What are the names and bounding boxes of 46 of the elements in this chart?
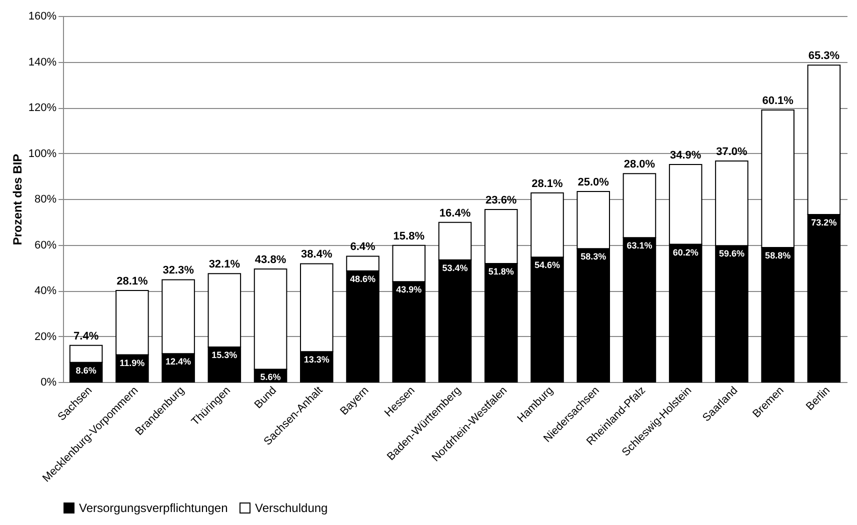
- data-label: 58.8%: [765, 250, 791, 260]
- data-label: 58.3%: [580, 252, 606, 262]
- data-label: 60.2%: [672, 247, 698, 258]
- data-label: 38.4%: [301, 248, 332, 261]
- data-label: 15.8%: [393, 230, 425, 242]
- y-tick-label: 0%: [40, 376, 57, 388]
- data-label: 8.6%: [76, 365, 96, 376]
- data-label: 32.3%: [162, 264, 194, 277]
- data-label: 15.3%: [212, 350, 238, 360]
- data-label: 7.4%: [74, 330, 99, 342]
- legend-label: Verschuldung: [255, 501, 328, 515]
- data-label: 28.1%: [532, 178, 564, 190]
- y-axis-title: Prozent des BIP: [10, 154, 24, 246]
- legend-label: Versorgungsverpflichtungen: [79, 501, 228, 515]
- y-tick-label: 160%: [28, 10, 57, 22]
- data-label: 65.3%: [808, 50, 840, 62]
- data-label: 11.9%: [120, 358, 145, 368]
- data-label: 28.0%: [624, 158, 656, 171]
- data-label: 16.4%: [439, 207, 471, 220]
- data-label: 5.6%: [260, 372, 281, 382]
- data-label: 6.4%: [350, 241, 376, 254]
- data-label: 12.4%: [166, 356, 192, 367]
- data-label: 73.2%: [811, 218, 837, 228]
- data-label: 25.0%: [578, 176, 610, 188]
- y-tick-label: 60%: [34, 239, 57, 252]
- data-label: 28.1%: [116, 276, 148, 288]
- data-label: 34.9%: [670, 149, 702, 162]
- data-label: 32.1%: [208, 258, 240, 271]
- y-tick-label: 40%: [34, 285, 57, 297]
- y-tick-label: 20%: [34, 330, 57, 343]
- data-label: 37.0%: [716, 146, 748, 158]
- data-label: 54.6%: [534, 260, 560, 270]
- data-label: 43.9%: [396, 284, 422, 295]
- data-label: 53.4%: [442, 262, 468, 273]
- data-label: 43.8%: [254, 254, 286, 266]
- y-tick-label: 100%: [28, 148, 57, 160]
- data-label: 23.6%: [486, 194, 517, 207]
- data-label: 51.8%: [488, 266, 514, 277]
- y-tick-label: 120%: [28, 102, 57, 114]
- data-label: 60.1%: [762, 95, 794, 108]
- y-tick-label: 140%: [28, 56, 57, 68]
- data-label: 59.6%: [718, 248, 744, 259]
- data-label: 13.3%: [304, 354, 330, 365]
- y-tick-label: 80%: [34, 194, 57, 206]
- data-label: 63.1%: [626, 240, 652, 251]
- data-label: 48.6%: [350, 274, 376, 284]
